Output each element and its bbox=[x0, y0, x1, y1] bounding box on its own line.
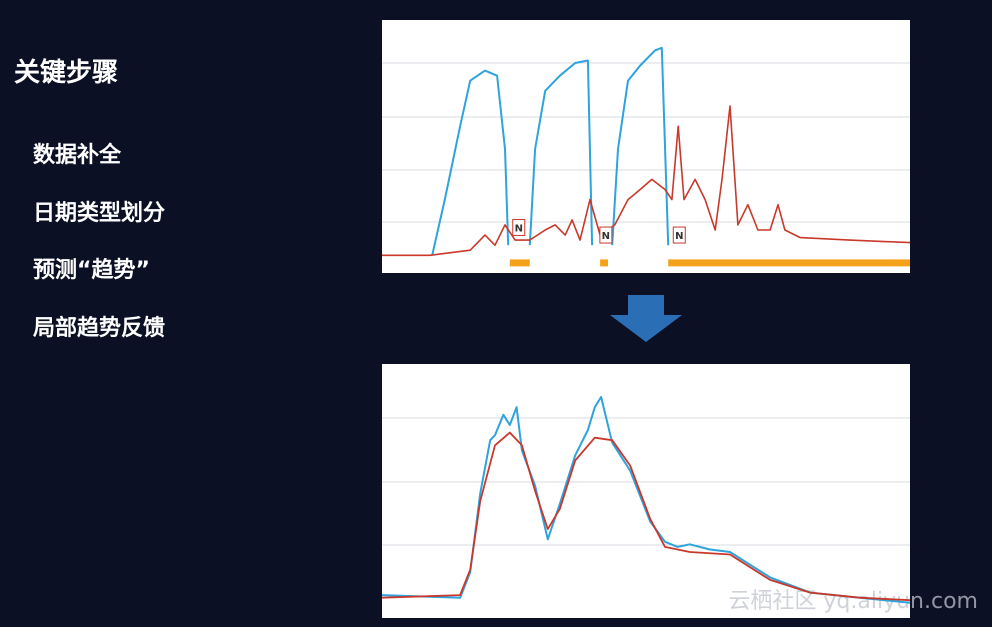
grid bbox=[382, 417, 910, 546]
data-line bbox=[382, 105, 911, 257]
annotation-box bbox=[599, 226, 613, 244]
annotation: N bbox=[675, 231, 683, 242]
chart-panel bbox=[382, 20, 910, 273]
step: 数据补全 bbox=[33, 143, 122, 168]
annotation: N bbox=[515, 223, 523, 234]
slide-title: 关键步骤 bbox=[14, 58, 119, 88]
annotation-box bbox=[512, 218, 526, 236]
watermark: 云栖社区 yq.aliyun.com bbox=[728, 589, 978, 614]
step: 局部趋势反馈 bbox=[33, 316, 166, 341]
annotation-box bbox=[672, 226, 686, 244]
step: 预测“趋势” bbox=[33, 258, 150, 283]
chart-panel bbox=[382, 364, 910, 618]
data-line bbox=[431, 46, 670, 256]
arrow bbox=[610, 295, 682, 342]
data-line bbox=[381, 431, 911, 602]
data-line bbox=[381, 396, 911, 604]
grid bbox=[382, 62, 910, 223]
annotation: N bbox=[602, 231, 610, 242]
step: 日期类型划分 bbox=[33, 201, 166, 226]
